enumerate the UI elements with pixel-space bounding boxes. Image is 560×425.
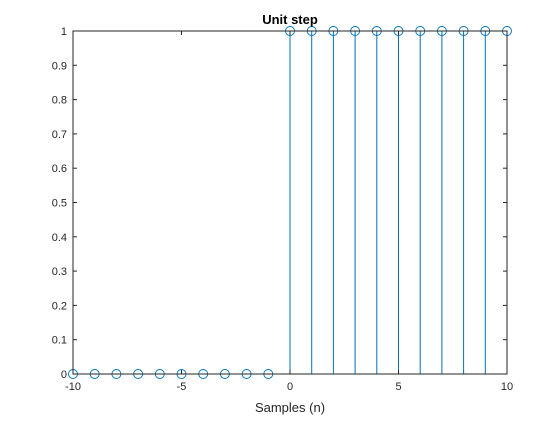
y-tick-label: 0.7 [52,129,67,141]
x-tick-label: -5 [177,381,187,393]
stems-layer [289,31,508,374]
ticks-layer [72,30,508,375]
y-tick-label: 0.2 [52,300,67,312]
y-tick-label: 0.9 [52,60,67,72]
y-tick-label: 0.6 [52,163,67,175]
x-tick-label: -10 [65,381,81,393]
x-tick-label: 5 [395,381,401,393]
y-tick-label: 0.5 [52,198,67,210]
y-tick-label: 1 [61,26,67,38]
y-tick-label: 0 [61,369,67,381]
y-tick-label: 0.8 [52,95,67,107]
y-tick-label: 0.4 [52,232,67,244]
y-tick-label: 0.3 [52,266,67,278]
x-axis-label: Samples (n) [255,400,325,415]
x-tick-label: 10 [501,381,513,393]
chart-title: Unit step [262,12,318,27]
y-tick-label: 0.1 [52,335,67,347]
tick-labels-layer: -10 -5 0 5 10 0 0.1 0.2 0.3 0.4 0.5 0.6 0.7 0.8 0.9 1 [52,26,513,393]
x-tick-label: 0 [287,381,293,393]
